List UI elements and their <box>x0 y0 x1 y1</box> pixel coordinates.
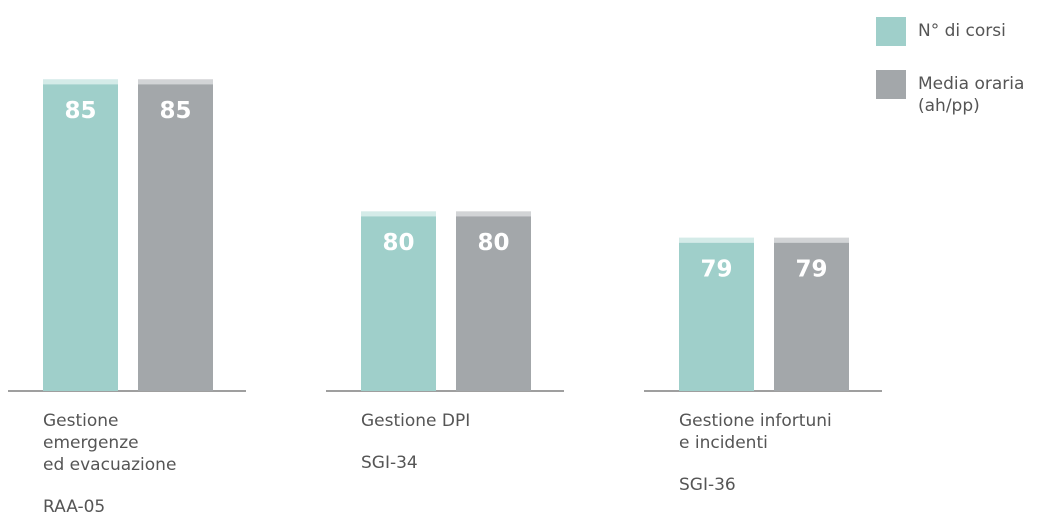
legend-swatch <box>876 70 906 99</box>
bar-cap <box>138 79 213 85</box>
legend-swatch <box>876 17 906 46</box>
legend-label: N° di corsi <box>918 21 1006 41</box>
value-label: 80 <box>477 230 509 256</box>
x-tick-label: emergenze <box>43 433 139 453</box>
x-tick-label: e incidenti <box>679 433 768 453</box>
bar <box>679 237 754 391</box>
value-label: 79 <box>700 256 732 282</box>
bar <box>456 211 531 391</box>
legend-label: Media oraria (ah/pp) <box>918 74 1025 116</box>
legend-item: N° di corsi <box>876 17 1050 46</box>
bar-cap <box>774 237 849 243</box>
bar-cap <box>456 211 531 217</box>
category-code: RAA-05 <box>43 497 105 512</box>
bar <box>138 79 213 391</box>
value-label: 85 <box>64 98 96 124</box>
legend-item: Media oraria (ah/pp) <box>876 70 1050 117</box>
bar <box>43 79 118 391</box>
bar <box>774 237 849 391</box>
x-tick-label: Gestione infortuni <box>679 411 832 431</box>
bar <box>361 211 436 391</box>
value-label: 79 <box>795 256 827 282</box>
bar-cap <box>361 211 436 217</box>
x-tick-label: Gestione <box>43 411 119 431</box>
category-code: SGI-36 <box>679 475 736 495</box>
bar-cap <box>43 79 118 85</box>
bar-cap <box>679 237 754 243</box>
value-label: 85 <box>159 98 191 124</box>
value-label: 80 <box>382 230 414 256</box>
category-code: SGI-34 <box>361 453 418 473</box>
x-tick-label: Gestione DPI <box>361 411 470 431</box>
x-tick-label: ed evacuazione <box>43 455 176 475</box>
